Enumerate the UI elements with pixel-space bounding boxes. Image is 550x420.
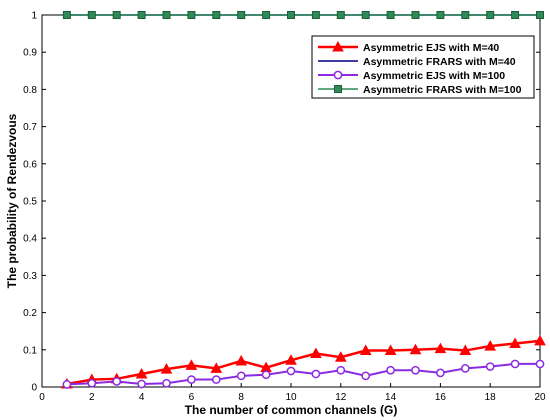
data-point [210,362,223,373]
y-tick-label: 0.3 [23,271,37,282]
data-point [62,380,72,389]
data-point [235,354,248,366]
data-point [460,364,470,373]
data-point [411,11,420,19]
x-tick-label: 18 [485,392,497,403]
legend-swatch-marker [333,70,343,80]
data-point [511,11,520,19]
y-axis-label: The probability of Rendezvous [5,113,19,288]
data-point [112,11,121,19]
data-point [160,363,173,374]
y-tick-label: 0.4 [23,234,37,245]
data-point [112,377,122,386]
data-point [137,379,146,389]
data-point [236,371,246,381]
data-point [212,11,221,19]
data-point [386,11,395,19]
data-point [535,359,545,369]
data-point [135,367,148,379]
y-tick-label: 0.9 [23,48,37,59]
x-tick-label: 2 [89,392,95,403]
x-tick-label: 20 [534,392,546,403]
data-point [485,362,495,371]
legend: Asymmetric EJS with M=40 Asymmetric FRARS… [311,35,535,99]
x-tick-label: 6 [189,392,195,403]
data-point [534,334,546,346]
data-point [459,344,472,356]
x-tick-label: 0 [39,392,45,403]
data-point [310,347,322,359]
x-tick-label: 8 [238,392,244,403]
data-point [411,365,420,375]
legend-swatch-marker [334,85,342,93]
data-point [434,342,447,354]
y-tick-label: 0.8 [23,85,37,96]
data-point [336,11,345,19]
series-line [66,339,541,386]
x-tick-label: 10 [285,392,297,403]
data-point [336,365,346,375]
data-point [311,11,320,19]
data-point [361,371,371,381]
y-tick-label: 0.5 [23,197,37,208]
y-tick-label: 0 [31,383,37,394]
data-point [87,378,97,388]
x-tick-label: 16 [435,392,447,403]
legend-entry: Asymmetric FRARS with M=40 [363,56,516,68]
data-point [361,11,370,19]
data-point [87,11,96,19]
data-point [162,11,171,19]
data-point [285,354,297,365]
y-tick-label: 0.2 [23,308,37,319]
x-tick-label: 4 [139,392,145,403]
data-point [386,365,395,375]
data-point [286,366,296,376]
data-point [536,11,544,19]
x-tick-label: 12 [335,392,347,403]
x-tick-label: 14 [385,392,397,403]
y-tick-label: 1 [31,11,37,22]
data-point [262,11,271,19]
data-point [187,375,196,384]
data-point [237,11,246,19]
data-point [185,359,198,370]
data-point [436,368,445,378]
x-axis-label: The number of common channels (G) [185,403,398,417]
data-point [137,11,146,19]
data-point [461,11,470,19]
data-point [187,11,196,19]
legend-swatch-marker [332,40,344,52]
data-point [311,369,321,379]
series-layer [61,11,546,389]
series-asymmetric-ejs-with-m-100 [62,359,545,389]
data-point [62,11,71,19]
data-point [334,351,347,362]
y-tick-label: 0.1 [23,345,37,356]
data-point [510,359,520,369]
data-point [162,378,171,388]
data-point [211,375,221,384]
legend-entry: Asymmetric EJS with M=40 [363,42,499,54]
legend-entry: Asymmetric EJS with M=100 [363,70,505,82]
data-point [384,344,397,356]
y-tick-label: 0.6 [23,159,37,170]
y-tick-label: 0.7 [23,122,37,133]
data-point [287,11,295,19]
legend-entry: Asymmetric FRARS with M=100 [363,84,522,96]
data-point [436,11,445,19]
data-point [409,343,422,355]
data-point [484,340,497,351]
data-point [486,11,495,19]
series-asymmetric-frars-with-m-100 [62,11,544,19]
data-point [261,370,271,380]
data-point [359,344,372,356]
data-point [509,337,521,348]
